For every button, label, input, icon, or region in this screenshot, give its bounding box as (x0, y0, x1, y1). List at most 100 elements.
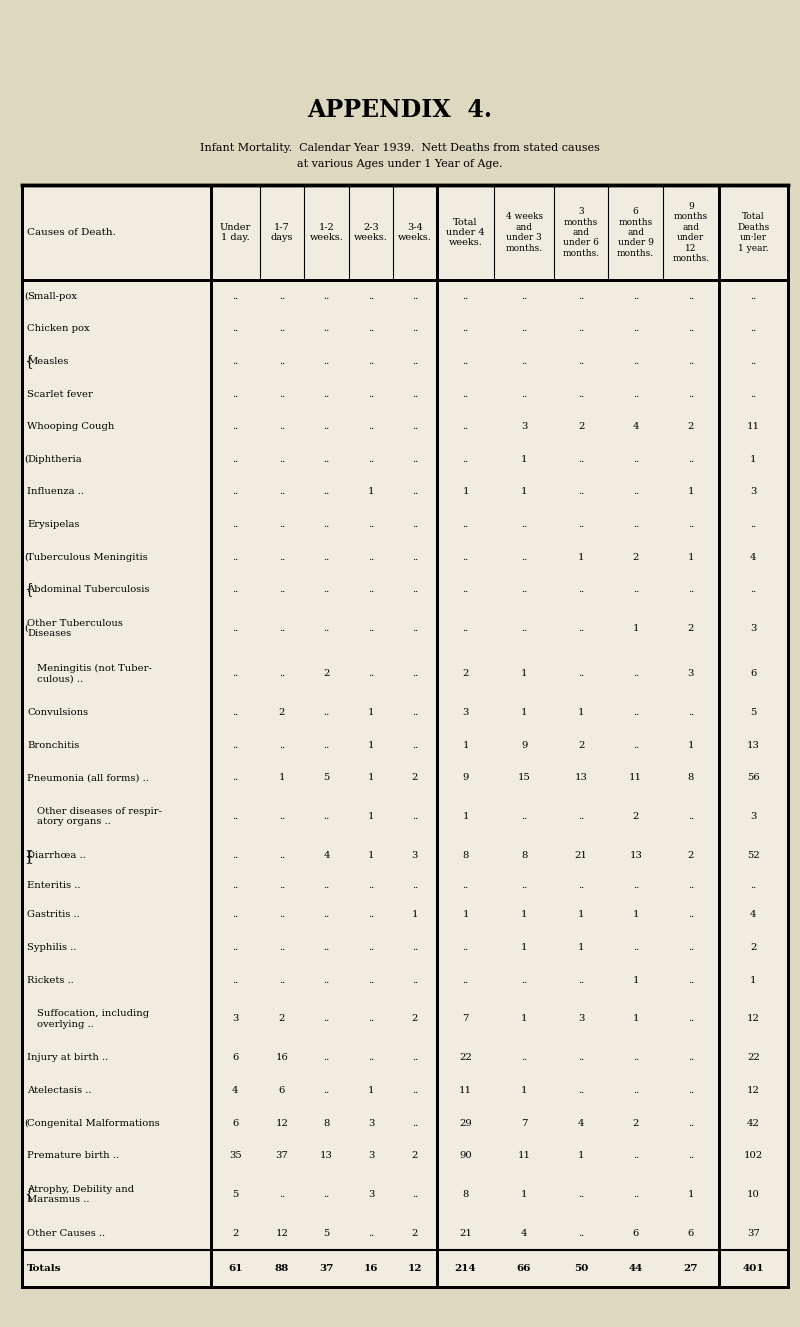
Text: 8: 8 (687, 774, 694, 783)
Text: 2: 2 (232, 1229, 238, 1238)
Text: 6
months
and
under 9
months.: 6 months and under 9 months. (617, 207, 654, 257)
Text: (: ( (24, 455, 28, 463)
Text: ..: .. (521, 390, 527, 398)
Text: ..: .. (232, 740, 238, 750)
Text: ..: .. (279, 520, 285, 529)
Text: ..: .. (688, 1119, 694, 1128)
Text: 3-4
weeks.: 3-4 weeks. (398, 223, 432, 243)
Text: Infant Mortality.  Calendar Year 1939.  Nett Deaths from stated causes: Infant Mortality. Calendar Year 1939. Ne… (200, 143, 600, 153)
Text: Syphilis ..: Syphilis .. (27, 943, 76, 951)
Text: 21: 21 (459, 1229, 472, 1238)
Text: ..: .. (279, 324, 285, 333)
Text: 21: 21 (574, 851, 587, 860)
Text: 3: 3 (750, 487, 757, 496)
Text: ..: .. (412, 881, 418, 890)
Text: ..: .. (633, 709, 639, 717)
Text: ..: .. (412, 585, 418, 594)
Text: {: { (24, 583, 33, 597)
Text: 11: 11 (746, 422, 760, 431)
Text: 8: 8 (521, 851, 527, 860)
Text: Abdominal Tuberculosis: Abdominal Tuberculosis (27, 585, 150, 594)
Text: ..: .. (633, 455, 639, 463)
Text: ..: .. (462, 324, 469, 333)
Text: 7: 7 (521, 1119, 527, 1128)
Text: 2: 2 (323, 669, 330, 678)
Text: 1-2
weeks.: 1-2 weeks. (310, 223, 343, 243)
Text: ..: .. (688, 1014, 694, 1023)
Text: (: ( (24, 552, 28, 561)
Text: ..: .. (578, 390, 584, 398)
Text: ..: .. (578, 487, 584, 496)
Text: ..: .. (633, 1151, 639, 1160)
Text: 1: 1 (368, 709, 374, 717)
Text: ..: .. (462, 881, 469, 890)
Text: ..: .. (279, 357, 285, 366)
Text: Other Causes ..: Other Causes .. (27, 1229, 105, 1238)
Text: ..: .. (578, 455, 584, 463)
Text: 3: 3 (462, 709, 469, 717)
Text: ..: .. (279, 740, 285, 750)
Text: 13: 13 (320, 1151, 333, 1160)
Text: 1: 1 (368, 740, 374, 750)
Text: 16: 16 (275, 1054, 288, 1063)
Text: ..: .. (462, 390, 469, 398)
Text: ..: .. (750, 520, 756, 529)
Text: Premature birth ..: Premature birth .. (27, 1151, 119, 1160)
Text: Other diseases of respir-
atory organs ..: Other diseases of respir- atory organs .… (37, 807, 162, 827)
Text: ..: .. (232, 422, 238, 431)
Text: 29: 29 (459, 1119, 472, 1128)
Text: ..: .. (412, 455, 418, 463)
Text: ..: .. (633, 390, 639, 398)
Text: ..: .. (232, 943, 238, 951)
Text: 1: 1 (750, 975, 757, 985)
Text: 4 weeks
and
under 3
months.: 4 weeks and under 3 months. (506, 212, 542, 252)
Text: 22: 22 (747, 1054, 760, 1063)
Text: ..: .. (750, 881, 756, 890)
Text: ..: .. (412, 390, 418, 398)
Text: 1: 1 (368, 774, 374, 783)
Text: ..: .. (232, 357, 238, 366)
Text: ..: .. (323, 975, 330, 985)
Text: ..: .. (462, 975, 469, 985)
Text: Enteritis ..: Enteritis .. (27, 881, 81, 890)
Text: 5: 5 (323, 774, 330, 783)
Text: ..: .. (412, 943, 418, 951)
Text: 56: 56 (747, 774, 759, 783)
Text: ..: .. (368, 943, 374, 951)
Text: ..: .. (521, 324, 527, 333)
Text: Gastritis ..: Gastritis .. (27, 910, 80, 920)
Text: ..: .. (633, 520, 639, 529)
Text: ..: .. (521, 975, 527, 985)
Text: ..: .. (578, 1190, 584, 1200)
Text: ..: .. (521, 520, 527, 529)
Text: Under
1 day.: Under 1 day. (220, 223, 251, 243)
Text: 1: 1 (578, 552, 584, 561)
Text: ..: .. (688, 324, 694, 333)
Text: ..: .. (462, 624, 469, 633)
Text: ..: .. (279, 910, 285, 920)
Text: 1: 1 (462, 812, 469, 821)
Text: ..: .. (323, 943, 330, 951)
Text: ..: .. (412, 1085, 418, 1095)
Text: ..: .. (462, 422, 469, 431)
Text: ..: .. (633, 292, 639, 301)
Text: ..: .. (750, 324, 756, 333)
Text: ..: .. (688, 709, 694, 717)
Text: Causes of Death.: Causes of Death. (27, 228, 116, 238)
Text: 3: 3 (687, 669, 694, 678)
Text: ..: .. (578, 324, 584, 333)
Text: ..: .. (279, 669, 285, 678)
Text: 1: 1 (368, 1085, 374, 1095)
Text: Tuberculous Meningitis: Tuberculous Meningitis (27, 552, 148, 561)
Text: 1: 1 (687, 552, 694, 561)
Text: ..: .. (412, 669, 418, 678)
Text: ..: .. (412, 552, 418, 561)
Text: ..: .. (412, 1054, 418, 1063)
Text: 90: 90 (459, 1151, 472, 1160)
Text: 1: 1 (578, 910, 584, 920)
Text: ..: .. (412, 624, 418, 633)
Text: ..: .. (323, 324, 330, 333)
Text: ..: .. (578, 669, 584, 678)
Text: ..: .. (412, 1190, 418, 1200)
Text: ..: .. (232, 390, 238, 398)
